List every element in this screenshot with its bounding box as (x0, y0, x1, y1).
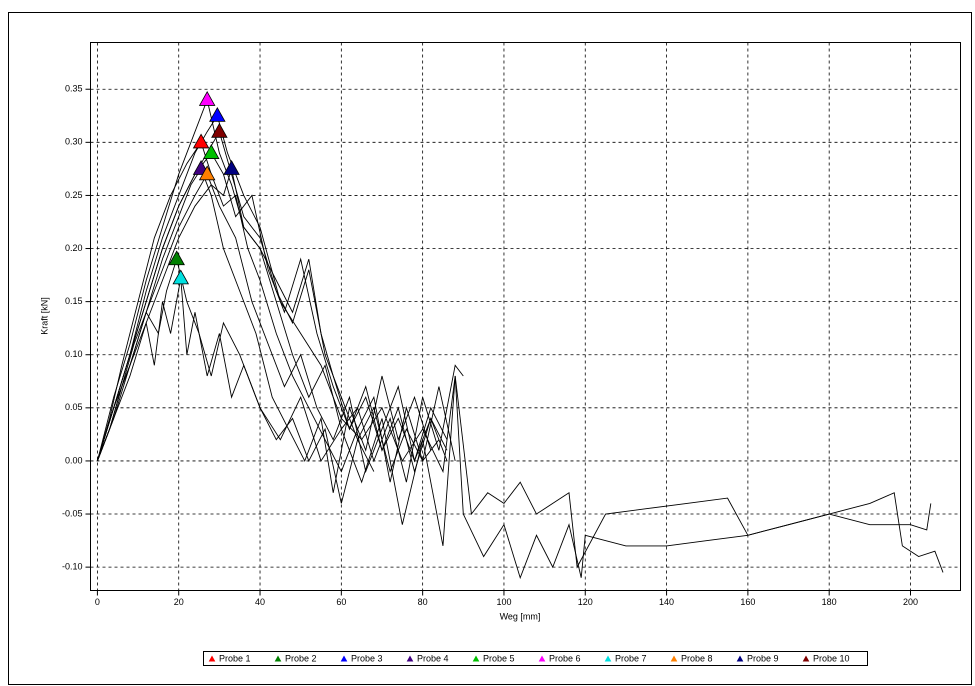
plot-area (90, 42, 961, 591)
legend-marker (406, 655, 414, 662)
peak-marker (172, 269, 190, 285)
data-line (96, 130, 440, 474)
x-tick-label: 180 (822, 597, 837, 607)
y-tick-label: 0.35 (65, 84, 83, 94)
plot-border (90, 42, 961, 591)
legend-marker (274, 655, 282, 662)
legend-label: Probe 6 (549, 653, 581, 663)
peak-marker (168, 250, 185, 266)
peak-marker (198, 165, 216, 181)
y-tick-label: -0.10 (62, 562, 83, 572)
x-tick-label: 40 (255, 597, 265, 607)
legend-label: Probe 4 (417, 653, 449, 663)
peak-marker (211, 122, 228, 138)
legend-label: Probe 8 (681, 653, 713, 663)
legend-label: Probe 10 (813, 653, 850, 663)
x-tick-label: 120 (578, 597, 593, 607)
y-tick-label: -0.05 (62, 508, 83, 518)
data-line (96, 173, 448, 474)
legend-marker (604, 655, 612, 662)
legend-label: Probe 7 (615, 653, 647, 663)
legend-marker (736, 655, 744, 662)
x-tick-label: 200 (903, 597, 918, 607)
y-axis-label: Kraft [kN] (39, 297, 49, 335)
legend-marker (208, 655, 216, 662)
y-tick-label: 0.10 (65, 349, 83, 359)
x-tick-label: 60 (336, 597, 346, 607)
legend-label: Probe 5 (483, 653, 515, 663)
legend-label: Probe 2 (285, 653, 317, 663)
peak-marker (202, 144, 220, 159)
legend-box (203, 651, 868, 666)
x-tick-label: 140 (659, 597, 674, 607)
data-line (96, 168, 464, 483)
y-tick-label: 0.20 (65, 243, 83, 253)
legend-label: Probe 1 (219, 653, 251, 663)
y-tick-label: 0.30 (65, 137, 83, 147)
x-tick-label: 0 (95, 597, 100, 607)
x-tick-label: 160 (740, 597, 755, 607)
x-axis-label: Weg [mm] (500, 611, 541, 621)
y-tick-label: 0.15 (65, 296, 83, 306)
legend-marker (538, 655, 546, 662)
y-tick-label: 0.05 (65, 402, 83, 412)
data-line (96, 278, 375, 504)
x-tick-label: 20 (174, 597, 184, 607)
y-tick-label: 0.00 (65, 455, 83, 465)
data-line (96, 167, 432, 493)
legend-marker (472, 655, 480, 662)
peak-marker (209, 106, 226, 122)
peak-marker (192, 133, 210, 149)
x-tick-label: 80 (418, 597, 428, 607)
legend-marker (340, 655, 348, 662)
peak-marker (223, 160, 240, 175)
legend-marker (670, 655, 678, 662)
data-line (96, 141, 456, 483)
legend-label: Probe 9 (747, 653, 779, 663)
x-tick-label: 100 (496, 597, 511, 607)
legend-label: Probe 3 (351, 653, 383, 663)
y-tick-label: 0.25 (65, 190, 83, 200)
peak-marker (198, 91, 216, 106)
legend-marker (802, 655, 810, 662)
